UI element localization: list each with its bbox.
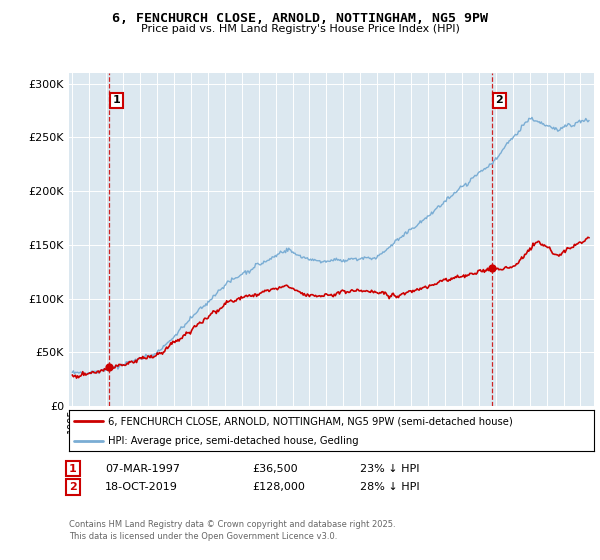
Text: 6, FENCHURCH CLOSE, ARNOLD, NOTTINGHAM, NG5 9PW (semi-detached house): 6, FENCHURCH CLOSE, ARNOLD, NOTTINGHAM, … (109, 417, 513, 426)
Text: Price paid vs. HM Land Registry's House Price Index (HPI): Price paid vs. HM Land Registry's House … (140, 24, 460, 34)
Text: 18-OCT-2019: 18-OCT-2019 (105, 482, 178, 492)
Text: £128,000: £128,000 (252, 482, 305, 492)
Text: 28% ↓ HPI: 28% ↓ HPI (360, 482, 419, 492)
Text: 07-MAR-1997: 07-MAR-1997 (105, 464, 180, 474)
Text: 2: 2 (69, 482, 77, 492)
Text: HPI: Average price, semi-detached house, Gedling: HPI: Average price, semi-detached house,… (109, 436, 359, 446)
Text: 1: 1 (69, 464, 77, 474)
Text: 6, FENCHURCH CLOSE, ARNOLD, NOTTINGHAM, NG5 9PW: 6, FENCHURCH CLOSE, ARNOLD, NOTTINGHAM, … (112, 12, 488, 25)
Text: £36,500: £36,500 (252, 464, 298, 474)
Text: 2: 2 (496, 95, 503, 105)
Text: Contains HM Land Registry data © Crown copyright and database right 2025.
This d: Contains HM Land Registry data © Crown c… (69, 520, 395, 541)
Text: 1: 1 (113, 95, 121, 105)
Text: 23% ↓ HPI: 23% ↓ HPI (360, 464, 419, 474)
